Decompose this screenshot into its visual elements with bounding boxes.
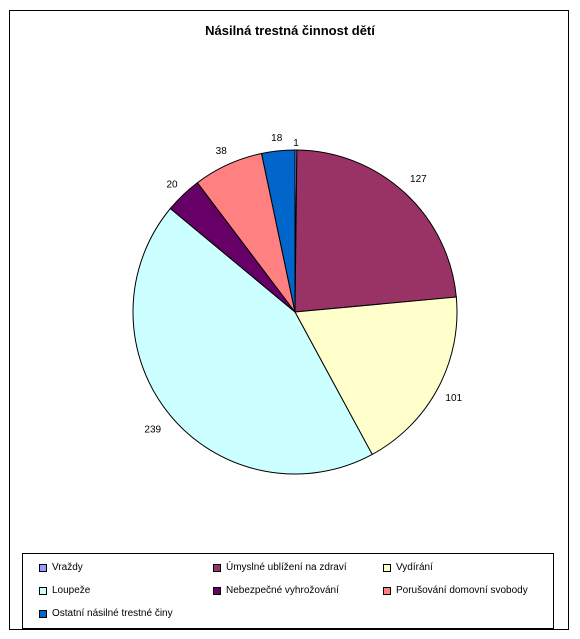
pie-slice-4 [132, 207, 373, 475]
data-label-4: 239 [144, 425, 161, 436]
legend-item: Loupeže [39, 585, 90, 596]
legend-label: Loupeže [52, 585, 91, 596]
legend-item: Ostatní násilné trestné činy [39, 608, 173, 619]
legend-swatch [213, 586, 221, 595]
legend-swatch [39, 586, 47, 595]
legend-label: Úmyslné ublížení na zdraví [226, 562, 347, 573]
legend-swatch [39, 563, 47, 572]
legend-label: Vydírání [396, 562, 433, 573]
data-label-7: 18 [271, 133, 283, 144]
legend-swatch [383, 563, 391, 572]
pie-slice-7 [260, 149, 296, 313]
pie-slice-2 [294, 149, 457, 313]
data-label-3: 101 [445, 393, 462, 404]
pie-slice-3 [294, 296, 458, 456]
legend-swatch [383, 586, 391, 595]
data-label-2: 127 [410, 174, 427, 185]
legend-label: Porušování domovní svobody [396, 585, 528, 596]
chart-title: Násilná trestná činnost dětí [205, 23, 375, 38]
legend: Vraždy Úmyslné ublížení na zdraví Vydírání… [22, 553, 554, 629]
legend-item: Vraždy [39, 562, 83, 573]
legend-item: Porušování domovní svobody [383, 585, 528, 596]
data-label-1: 1 [293, 138, 299, 149]
legend-label: Vraždy [52, 562, 83, 573]
legend-swatch [39, 609, 47, 618]
legend-item: Úmyslné ublížení na zdraví [213, 562, 347, 573]
data-label-6: 38 [216, 146, 228, 157]
legend-item: Nebezpečné vyhrožování [213, 585, 339, 596]
legend-label: Nebezpečné vyhrožování [226, 585, 339, 596]
legend-swatch [213, 563, 221, 572]
data-label-5: 20 [167, 179, 179, 190]
legend-label: Ostatní násilné trestné činy [52, 608, 173, 619]
legend-item: Vydírání [383, 562, 433, 573]
